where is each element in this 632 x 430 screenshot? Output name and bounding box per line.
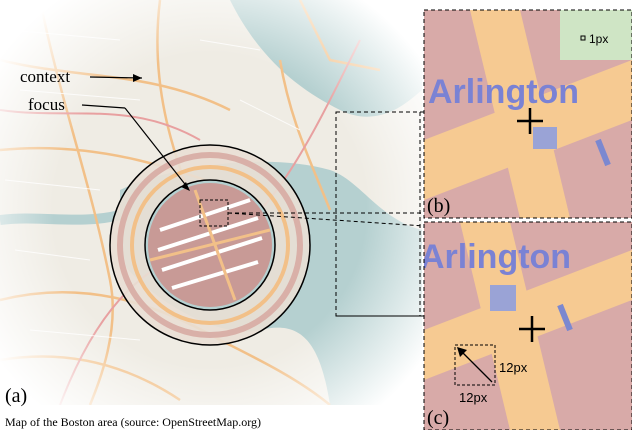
label-focus: focus [28,95,65,114]
panel-label: (b) [427,195,450,217]
map [0,0,422,405]
pixel-note: 1px [589,32,608,46]
street-label: Arlington [420,238,571,276]
zoom-panel-b: Arlington 1px (b) [424,10,632,218]
panel-label: (a) [5,385,27,407]
width-note: 12px [499,360,528,375]
zoom-panel-c: Arlington 12px 12px (c) [420,222,632,430]
label-context: context [20,67,70,86]
street-label: Arlington [428,73,579,111]
caption: Map of the Boston area (source: OpenStre… [5,415,261,429]
height-note: 12px [459,390,488,405]
panel-label: (c) [427,407,449,429]
